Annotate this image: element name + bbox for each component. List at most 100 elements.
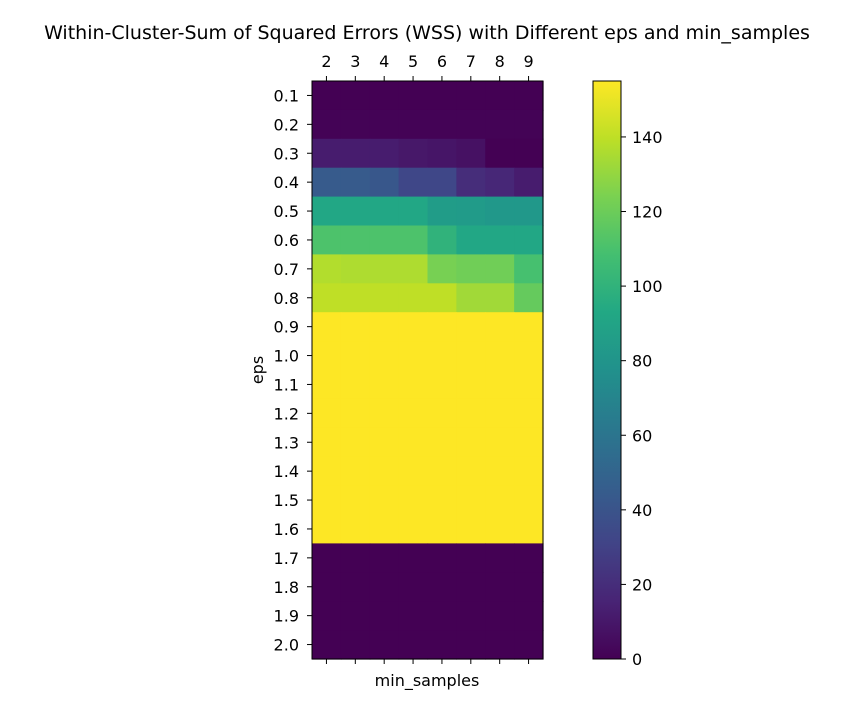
heatmap-cell <box>312 370 342 400</box>
heatmap-cell <box>514 312 544 342</box>
heatmap-cell <box>398 485 429 516</box>
heatmap-cell <box>312 398 342 429</box>
colorbar-tick-label: 40 <box>632 501 652 520</box>
heatmap-cell <box>312 427 342 458</box>
heatmap-cell <box>485 109 515 140</box>
y-tick-label: 1.7 <box>274 549 299 568</box>
colorbar-tick-label: 120 <box>632 203 663 222</box>
heatmap-cell <box>398 543 429 573</box>
colorbar-ticks: 0 20 40 60 80 100 120 140 <box>621 128 663 669</box>
heatmap-cell <box>340 398 371 429</box>
heatmap-cell <box>398 514 429 544</box>
heatmap-cell <box>485 254 515 284</box>
heatmap-cell <box>427 225 457 255</box>
heatmap-cell <box>485 572 515 602</box>
heatmap-cell <box>398 370 429 400</box>
x-axis-label: min_samples <box>375 671 480 691</box>
heatmap-cell <box>485 138 515 169</box>
heatmap-cell <box>340 109 371 140</box>
heatmap-cell <box>456 312 486 342</box>
heatmap-cell <box>427 138 457 169</box>
x-tick-label: 7 <box>466 52 476 71</box>
heatmap-cell <box>340 312 371 342</box>
heatmap-cell <box>340 543 371 573</box>
heatmap-cell <box>456 341 486 371</box>
y-axis: 0.1 0.2 0.3 0.4 0.5 0.6 0.7 0.8 0.9 1.0 1.1 1.2 1.3 1… <box>274 86 312 655</box>
heatmap-cell <box>340 254 371 284</box>
y-tick-label: 1.6 <box>274 520 299 539</box>
heatmap-cell <box>427 601 457 631</box>
heatmap-cell <box>485 167 515 198</box>
heatmap-cell <box>514 572 544 602</box>
heatmap-cell <box>514 456 544 487</box>
heatmap-cell <box>456 543 486 573</box>
x-tick-label: 2 <box>321 52 331 71</box>
y-tick-label: 0.9 <box>274 318 299 337</box>
heatmap-cell <box>456 283 486 313</box>
y-tick-label: 0.4 <box>274 173 299 192</box>
heatmap-cell <box>369 254 400 284</box>
heatmap-cell <box>340 514 371 544</box>
heatmap-cell <box>514 485 544 516</box>
heatmap-cell <box>514 138 544 169</box>
heatmap-cell <box>312 456 342 487</box>
heatmap-cell <box>485 601 515 631</box>
heatmap-cell <box>312 254 342 284</box>
colorbar-tick-label: 60 <box>632 426 652 445</box>
heatmap-cell <box>398 398 429 429</box>
heatmap-cell <box>427 398 457 429</box>
heatmap-cell <box>456 485 486 516</box>
heatmap-cell <box>485 341 515 371</box>
heatmap-cell <box>456 398 486 429</box>
heatmap-cell <box>369 514 400 544</box>
heatmap-cell <box>485 283 515 313</box>
heatmap-cell <box>456 167 486 198</box>
heatmap-cell <box>427 370 457 400</box>
heatmap-cell <box>340 427 371 458</box>
heatmap-cell <box>456 630 486 660</box>
heatmap-cell <box>312 601 342 631</box>
y-tick-label: 1.5 <box>274 491 299 510</box>
heatmap-cell <box>312 630 342 660</box>
heatmap-cell <box>456 225 486 255</box>
heatmap-cell <box>398 167 429 198</box>
heatmap-cell <box>312 225 342 255</box>
heatmap-cell <box>485 456 515 487</box>
heatmap-cell <box>340 601 371 631</box>
heatmap-cell <box>340 341 371 371</box>
heatmap-cell <box>427 485 457 516</box>
heatmap-cell <box>369 283 400 313</box>
heatmap-cell <box>456 138 486 169</box>
heatmap-cell <box>485 514 515 544</box>
y-tick-label: 0.2 <box>274 115 299 134</box>
heatmap-cell <box>340 196 371 227</box>
heatmap-cell <box>340 485 371 516</box>
heatmap-cell <box>312 572 342 602</box>
plot-frame <box>311 80 544 660</box>
heatmap-cell <box>456 196 486 227</box>
heatmap-cell <box>369 601 400 631</box>
y-tick-label: 1.3 <box>274 433 299 452</box>
heatmap-cell <box>398 254 429 284</box>
heatmap-cell <box>369 630 400 660</box>
heatmap-cell <box>369 543 400 573</box>
heatmap-cell <box>427 109 457 140</box>
heatmap-cell <box>369 225 400 255</box>
heatmap-cell <box>398 572 429 602</box>
heatmap-cell <box>514 427 544 458</box>
heatmap-cell <box>312 167 342 198</box>
heatmap-cell <box>514 283 544 313</box>
y-tick-label: 1.1 <box>274 375 299 394</box>
heatmap-cell <box>312 312 342 342</box>
y-tick-label: 1.0 <box>274 347 299 366</box>
heatmap-cell <box>398 630 429 660</box>
heatmap-cell <box>514 514 544 544</box>
heatmap-cell <box>340 81 371 111</box>
heatmap-cell <box>398 109 429 140</box>
heatmap-cell <box>369 196 400 227</box>
heatmap-cell <box>456 370 486 400</box>
y-tick-label: 0.3 <box>274 144 299 163</box>
heatmap-cell <box>456 572 486 602</box>
heatmap-cell <box>312 485 342 516</box>
